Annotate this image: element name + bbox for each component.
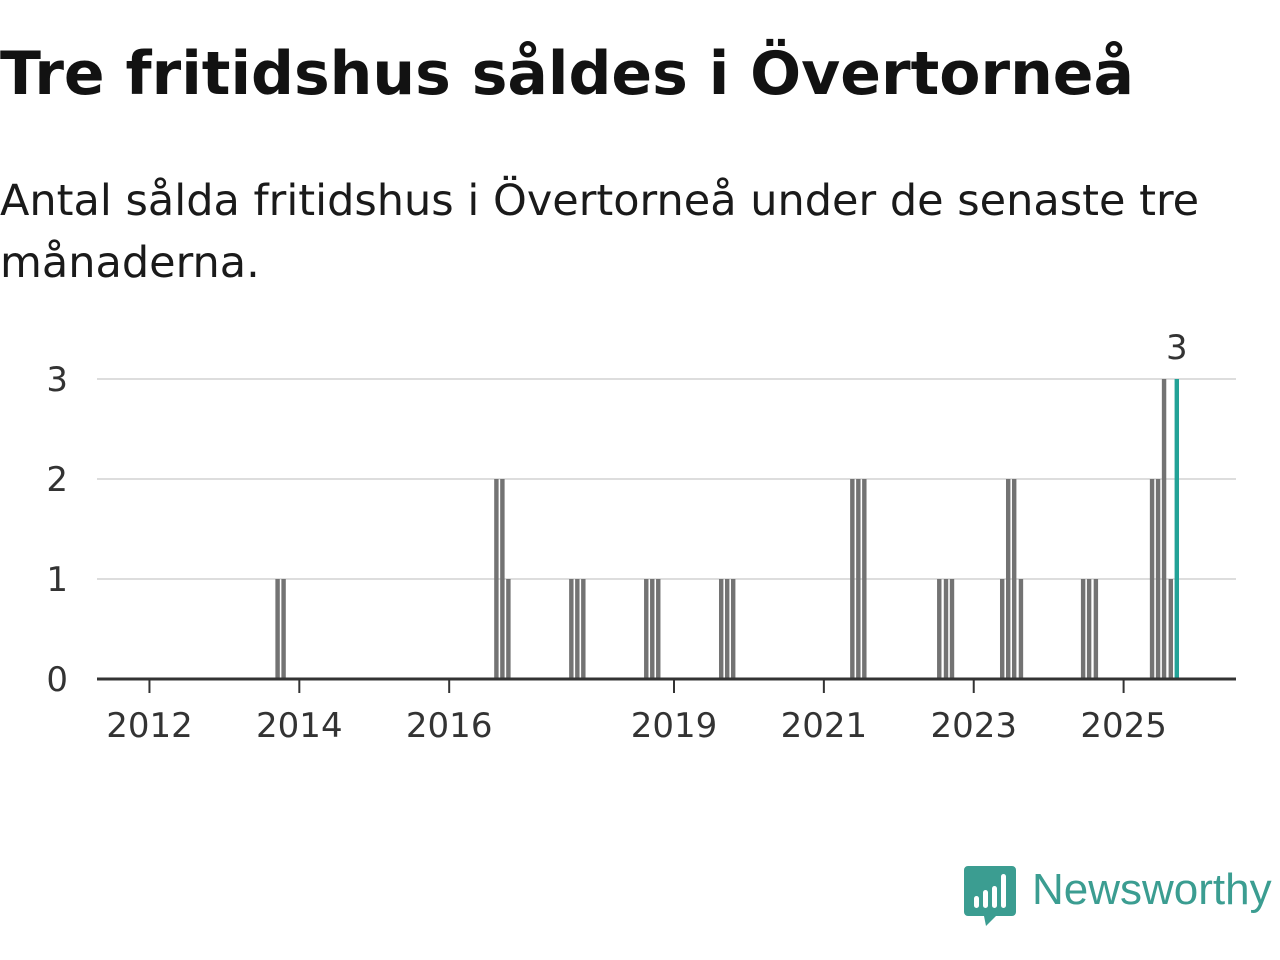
gridlines xyxy=(97,378,1236,580)
bar xyxy=(494,479,499,679)
bar xyxy=(569,579,574,679)
bar xyxy=(650,579,655,679)
bar xyxy=(937,579,942,679)
y-axis-ticks: 0 1 2 3 xyxy=(46,360,68,700)
chart-title: Tre fritidshus såldes i Övertorneå xyxy=(0,39,1134,109)
bar xyxy=(575,579,580,679)
bar xyxy=(1149,479,1155,679)
y-tick-label: 0 xyxy=(46,660,68,700)
bar xyxy=(718,579,724,679)
bars xyxy=(275,379,1180,679)
bar xyxy=(856,479,861,679)
bar xyxy=(949,579,955,679)
bar xyxy=(1011,479,1017,679)
x-tick-label: 2012 xyxy=(106,706,193,746)
x-tick-label: 2014 xyxy=(256,706,343,746)
bar xyxy=(1161,379,1167,679)
bar xyxy=(500,479,505,679)
y-tick-label: 2 xyxy=(46,460,68,500)
bar-chart: 0 1 2 3 2012 2014 2016 2019 2021 2023 2025 3 xyxy=(46,328,1236,746)
chart-subtitle: Antal sålda fritidshus i Övertorneå unde… xyxy=(0,176,1200,288)
bar xyxy=(730,579,736,679)
newsworthy-logo-icon xyxy=(964,866,1016,926)
bar xyxy=(943,579,949,679)
bar xyxy=(1168,579,1174,679)
bar xyxy=(1080,579,1086,679)
bar xyxy=(1018,579,1024,679)
bar xyxy=(724,579,730,679)
brand-name: Newsworthy xyxy=(1032,865,1272,914)
x-tick-label: 2023 xyxy=(930,706,1017,746)
y-tick-label: 1 xyxy=(46,560,68,600)
x-tick-label: 2016 xyxy=(406,706,493,746)
bar xyxy=(281,579,286,679)
bar xyxy=(275,579,280,679)
data-labels: 3 xyxy=(1166,328,1188,368)
x-tick-label: 2025 xyxy=(1080,706,1167,746)
bar xyxy=(999,579,1005,679)
bar xyxy=(1086,579,1092,679)
bar xyxy=(862,479,867,679)
bar xyxy=(1005,479,1011,679)
x-tick-label: 2019 xyxy=(631,706,718,746)
bar xyxy=(1155,479,1161,679)
bar xyxy=(850,479,855,679)
bar xyxy=(644,579,649,679)
bar xyxy=(581,579,586,679)
bar-highlight xyxy=(1174,379,1180,679)
y-tick-label: 3 xyxy=(46,360,68,400)
bar xyxy=(656,579,661,679)
bar xyxy=(506,579,511,679)
bar xyxy=(1093,579,1099,679)
x-axis: 2012 2014 2016 2019 2021 2023 2025 xyxy=(97,677,1236,746)
data-label: 3 xyxy=(1166,328,1188,368)
x-tick-label: 2021 xyxy=(781,706,868,746)
